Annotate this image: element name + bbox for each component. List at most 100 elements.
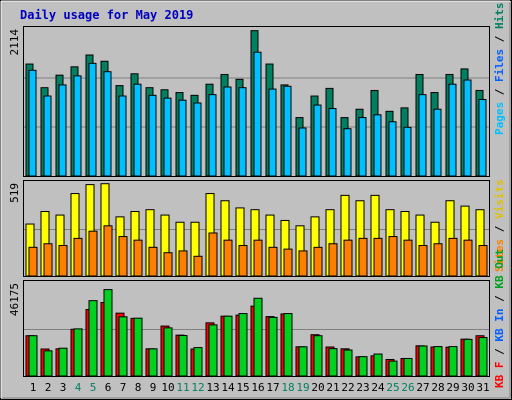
bar-kb-in	[88, 300, 98, 377]
bar-kb-in	[163, 327, 173, 377]
bar-sites	[253, 239, 263, 277]
bar-files	[178, 99, 187, 177]
bar-sites	[208, 232, 218, 277]
bar-sites	[403, 239, 413, 277]
day-label: 29	[446, 381, 459, 394]
bar-kb-in	[418, 345, 428, 377]
bar-sites	[73, 237, 83, 277]
bar-kb-in	[433, 346, 443, 377]
day-label: 22	[341, 381, 354, 394]
legend-hits: Hits	[493, 3, 506, 30]
bar-files	[298, 127, 307, 177]
day-label: 1	[30, 381, 37, 394]
legend-sep-1: /	[493, 82, 506, 102]
bar-files	[133, 83, 142, 177]
bar-kb-in	[178, 335, 188, 377]
day-label: 19	[296, 381, 309, 394]
day-label: 15	[236, 381, 249, 394]
day-label: 26	[401, 381, 414, 394]
bar-files	[343, 128, 352, 177]
day-label: 21	[326, 381, 339, 394]
bar-files	[58, 84, 67, 177]
legend-visits: Visits	[493, 179, 506, 219]
day-label: 4	[75, 381, 82, 394]
chart-title: Daily usage for May 2019	[20, 8, 193, 22]
bar-files	[268, 88, 277, 177]
day-label: 13	[206, 381, 219, 394]
legend-kb-f: KB F	[493, 362, 506, 389]
legend-kb-in: KB In	[493, 309, 506, 342]
bar-files	[88, 62, 97, 177]
bar-files	[238, 87, 247, 177]
bar-sites	[223, 239, 233, 277]
bar-files	[373, 114, 382, 177]
bar-files	[148, 94, 157, 177]
day-label: 27	[416, 381, 429, 394]
legend-kb-out: KB Out	[493, 249, 506, 289]
bar-files	[433, 108, 442, 177]
bar-files	[463, 79, 472, 177]
bar-kb-in	[223, 315, 233, 377]
day-label: 11	[176, 381, 189, 394]
bar-kb-in	[58, 347, 68, 377]
bar-files	[43, 95, 52, 177]
bar-kb-in	[208, 324, 218, 377]
bar-kb-in	[148, 348, 158, 377]
bar-sites	[178, 250, 188, 277]
bar-sites	[148, 246, 158, 277]
legend-top: Pages / Files / Hits	[493, 3, 506, 136]
bar-sites	[433, 243, 443, 277]
legend-bottom: KB F / KB In / KB Out	[493, 249, 506, 388]
bar-sites	[418, 245, 428, 277]
day-label: 3	[60, 381, 67, 394]
bar-kb-in	[373, 353, 383, 377]
bar-sites	[448, 237, 458, 277]
bar-sites	[463, 239, 473, 277]
bar-sites	[298, 250, 308, 277]
bar-kb-in	[358, 356, 368, 377]
bar-files	[358, 117, 367, 177]
bar-kb-in	[28, 335, 38, 377]
bar-sites	[118, 236, 128, 277]
bar-sites	[388, 236, 398, 277]
bar-kb-in	[388, 360, 398, 377]
bar-sites	[163, 252, 173, 277]
bar-sites	[268, 246, 278, 277]
bar-sites	[328, 243, 338, 277]
bar-kb-in	[193, 347, 203, 377]
bar-sites	[238, 245, 248, 277]
bar-files	[118, 95, 127, 177]
bar-files	[253, 51, 262, 177]
bar-files	[208, 94, 217, 177]
bar-kb-in	[478, 337, 488, 377]
bar-sites	[103, 225, 113, 277]
day-label: 23	[356, 381, 369, 394]
ymax-label-middle: 519	[8, 183, 21, 203]
legend-sites: Sites	[493, 239, 506, 272]
legend-sep-3: /	[493, 219, 506, 239]
day-label: 2	[45, 381, 52, 394]
day-label: 6	[105, 381, 112, 394]
bar-kb-in	[238, 313, 248, 377]
bar-kb-in	[403, 357, 413, 377]
bar-files	[388, 121, 397, 177]
day-label: 9	[150, 381, 157, 394]
ymax-label-bottom: 46175	[8, 283, 21, 316]
bar-files	[73, 75, 82, 177]
bar-sites	[373, 237, 383, 277]
bar-files	[478, 99, 487, 177]
legend-sep-2: /	[493, 29, 506, 49]
chart-bars	[25, 30, 488, 377]
day-label: 24	[371, 381, 385, 394]
day-label: 12	[191, 381, 204, 394]
day-label: 30	[461, 381, 474, 394]
bar-files	[328, 108, 337, 177]
bar-kb-in	[268, 316, 278, 377]
bar-kb-in	[253, 297, 263, 377]
bar-kb-in	[103, 289, 113, 377]
bar-sites	[478, 245, 488, 277]
bar-files	[283, 85, 292, 177]
bar-sites	[28, 246, 38, 277]
